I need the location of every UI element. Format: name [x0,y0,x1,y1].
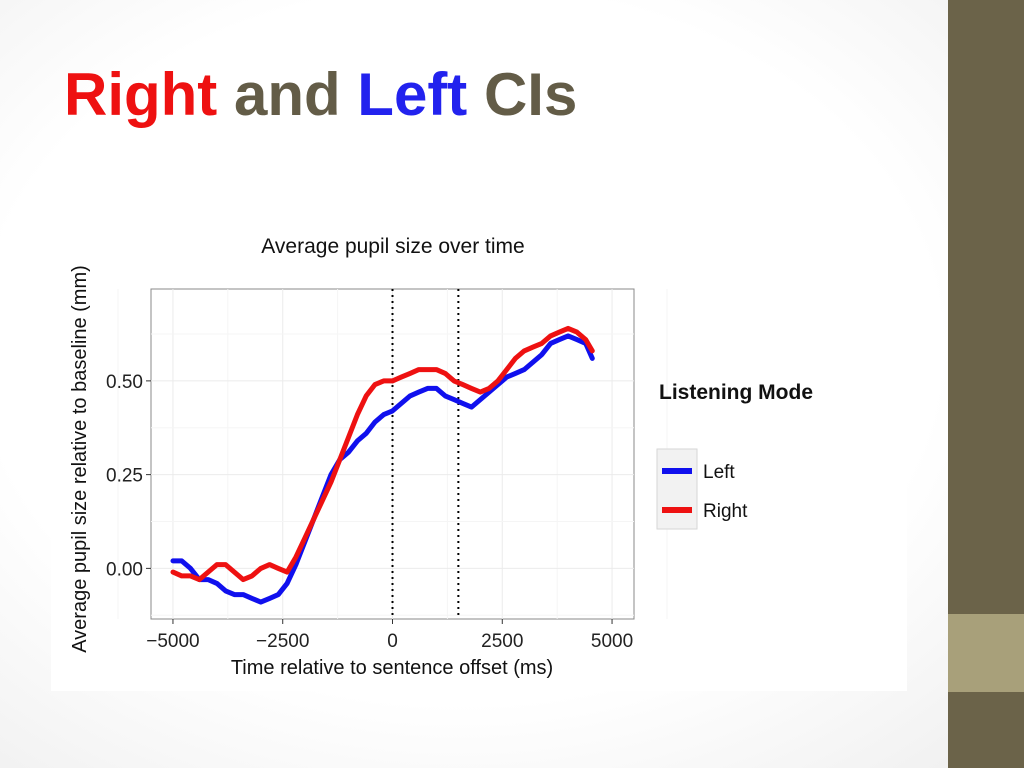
x-tick-label: 2500 [481,631,523,652]
series-lines [170,325,595,605]
y-tick-label: 0.50 [106,372,143,393]
sidebar-block-light [948,614,1024,692]
x-axis-label: Time relative to sentence offset (ms) [231,657,553,679]
reference-lines [391,289,460,619]
y-tick-label: 0.25 [106,466,143,487]
y-tick-label: 0.00 [106,559,143,580]
legend-label-left: Left [703,462,735,483]
legend: Left Right [656,448,748,530]
slide-title: Right and Left CIs [64,60,577,130]
x-tick-label: 0 [387,631,398,652]
chart-panel: Average pupil size over time −5000 −2500 0… [51,207,907,691]
chart-title: Average pupil size over time [261,235,524,258]
title-word-left: Left [357,61,468,128]
sidebar-block-dark-top [948,0,1024,614]
sidebar-block-dark-bottom [948,692,1024,768]
legend-label-right: Right [703,501,748,522]
axis-ticks: −5000 −2500 0 2500 5000 0.00 0.25 0.50 [106,372,633,652]
pupil-size-line-chart: Average pupil size over time −5000 −2500 0… [69,235,813,679]
legend-title: Listening Mode [659,381,813,404]
x-tick-label: −5000 [146,631,199,652]
series-line-left [170,333,595,605]
y-axis-label: Average pupil size relative to baseline … [69,265,91,653]
title-word-and: and [217,61,358,128]
legend-key-box [656,448,698,530]
series-line-right [170,325,595,583]
title-word-right: Right [64,61,218,128]
title-word-cis: CIs [467,61,578,128]
x-tick-label: −2500 [256,631,309,652]
sidebar-decoration [948,0,1024,768]
x-tick-label: 5000 [591,631,633,652]
